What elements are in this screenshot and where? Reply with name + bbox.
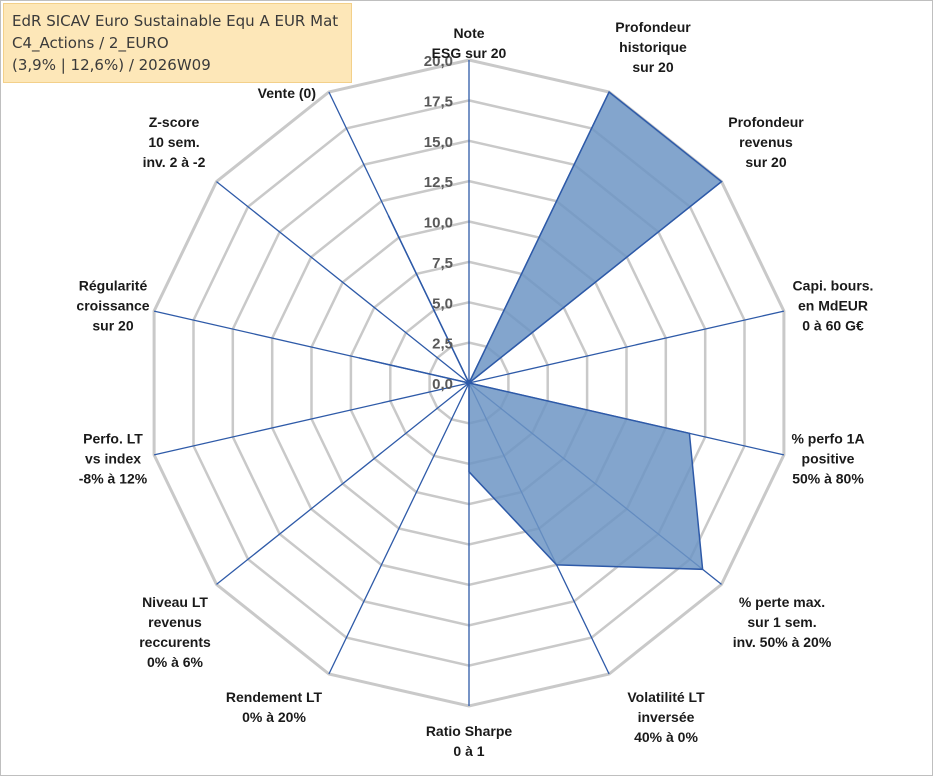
tick-label: 10,0 [424, 215, 453, 232]
axis-label: Ratio Sharpe 0 à 1 [426, 723, 513, 759]
axis-label-line: -8% à 12% [79, 470, 148, 486]
axis-label: % perte max. sur 1 sem. inv. 50% à 20% [733, 594, 832, 650]
axis-label-line: 40% à 0% [634, 729, 698, 745]
tick-label: 20,0 [424, 53, 453, 70]
tick-label: 7,5 [432, 255, 453, 272]
axis-label-line: Vente (0) [258, 85, 316, 101]
axis-spoke [216, 382, 470, 585]
tick-label: 17,5 [424, 93, 453, 110]
chart-title-box: EdR SICAV Euro Sustainable Equ A EUR Mat… [3, 3, 352, 83]
axis-label-line: Volatilité LT [627, 689, 705, 705]
axis-label-line: vs index [85, 450, 141, 466]
tick-label: 5,0 [432, 295, 453, 312]
tick-label: 2,5 [432, 336, 453, 353]
axis-label: Profondeur historique sur 20 [615, 19, 691, 75]
axis-label-line: 0% à 20% [242, 709, 306, 725]
axis-label: Perfo. LT vs index -8% à 12% [79, 430, 148, 486]
axis-label: Volatilité LT inversée 40% à 0% [627, 689, 705, 745]
axis-label-line: sur 20 [92, 318, 133, 334]
tick-label: 15,0 [424, 134, 453, 151]
axis-label-line: Z-score [149, 114, 200, 130]
axis-label-line: reccurents [139, 634, 211, 650]
axis-label-line: % perte max. [739, 594, 825, 610]
series-layer [358, 90, 723, 571]
axis-label: Note ESG sur 20 [432, 25, 507, 61]
axis-label: Niveau LT revenus reccurents 0% à 6% [139, 594, 211, 670]
axis-label-line: Niveau LT [142, 594, 208, 610]
axis-label-line: Perfo. LT [83, 430, 143, 446]
axis-label-line: Profondeur [728, 114, 804, 130]
axis-label-line: croissance [76, 298, 149, 314]
axis-label-line: en MdEUR [798, 298, 868, 314]
axis-label: Régularité croissance sur 20 [76, 278, 149, 334]
axis-label-line: Capi. bours. [793, 278, 874, 294]
title-line-3: (3,9% | 12,6%) / 2026W09 [12, 56, 211, 74]
axis-label-line: inversée [638, 709, 695, 725]
axis-label: % perfo 1A positive 50% à 80% [791, 430, 864, 486]
axis-label-line: 10 sem. [148, 134, 199, 150]
axis-label-line: Régularité [79, 278, 148, 294]
title-line-2: C4_Actions / 2_EURO [12, 34, 169, 52]
axis-spoke [216, 181, 470, 384]
axis-label-line: ESG sur 20 [432, 45, 507, 61]
axis-label: Rendement LT 0% à 20% [226, 689, 323, 725]
axis-label-line: sur 20 [745, 154, 786, 170]
axis-label-line: inv. 2 à -2 [143, 154, 206, 170]
axis-label-line: 0% à 6% [147, 654, 204, 670]
axis-label: Capi. bours. en MdEUR 0 à 60 G€ [793, 278, 874, 334]
axis-label-line: 50% à 80% [792, 470, 864, 486]
radial-tick-labels: 0,0 2,5 5,0 7,5 10,0 12,5 15,0 17,5 20,0 [424, 53, 453, 393]
axis-label-line: 0 à 60 G€ [802, 318, 864, 334]
axis-label-line: inv. 50% à 20% [733, 634, 832, 650]
axis-spoke [328, 382, 470, 675]
axis-spoke [153, 382, 470, 456]
axis-label-line: historique [619, 39, 687, 55]
axis-label-line: Profondeur [615, 19, 691, 35]
axis-label-line: sur 1 sem. [747, 614, 816, 630]
axis-label-line: % perfo 1A [791, 430, 864, 446]
axis-label-line: revenus [739, 134, 793, 150]
tick-label: 0,0 [432, 376, 453, 393]
axis-label: Profondeur revenus sur 20 [728, 114, 804, 170]
axis-label-line: revenus [148, 614, 202, 630]
title-line-1: EdR SICAV Euro Sustainable Equ A EUR Mat [12, 12, 339, 30]
axis-labels: Note ESG sur 20 Profondeur historique sur 20… [76, 19, 873, 759]
axis-label-line: positive [802, 450, 855, 466]
axis-label-line: 0 à 1 [453, 743, 484, 759]
axis-label-line: sur 20 [632, 59, 673, 75]
axis-spoke [468, 310, 785, 384]
axis-label-line: Note [453, 25, 484, 41]
axis-label: Z-score 10 sem. inv. 2 à -2 [143, 114, 206, 170]
tick-label: 12,5 [424, 174, 453, 191]
series-area [358, 90, 723, 571]
axis-label-line: Ratio Sharpe [426, 723, 513, 739]
axis-label-line: Rendement LT [226, 689, 323, 705]
